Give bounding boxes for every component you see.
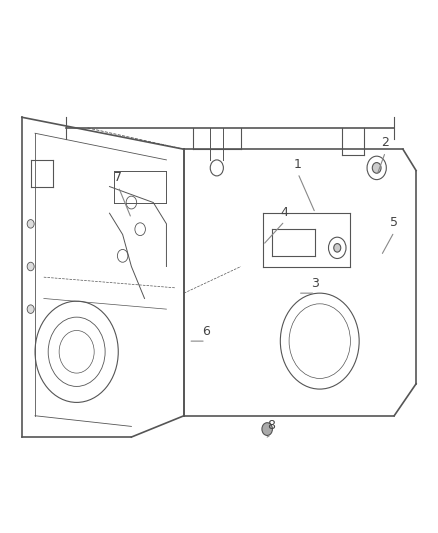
Text: 3: 3 [311, 278, 319, 290]
Circle shape [372, 163, 381, 173]
Circle shape [27, 220, 34, 228]
Text: 8: 8 [268, 419, 276, 432]
Circle shape [27, 262, 34, 271]
Text: 1: 1 [294, 158, 302, 171]
Text: 4: 4 [281, 206, 289, 219]
Circle shape [262, 423, 272, 435]
Text: 5: 5 [390, 216, 398, 229]
Text: 2: 2 [381, 136, 389, 149]
Circle shape [334, 244, 341, 252]
Circle shape [27, 305, 34, 313]
Text: 7: 7 [114, 171, 122, 184]
Text: 6: 6 [202, 326, 210, 338]
